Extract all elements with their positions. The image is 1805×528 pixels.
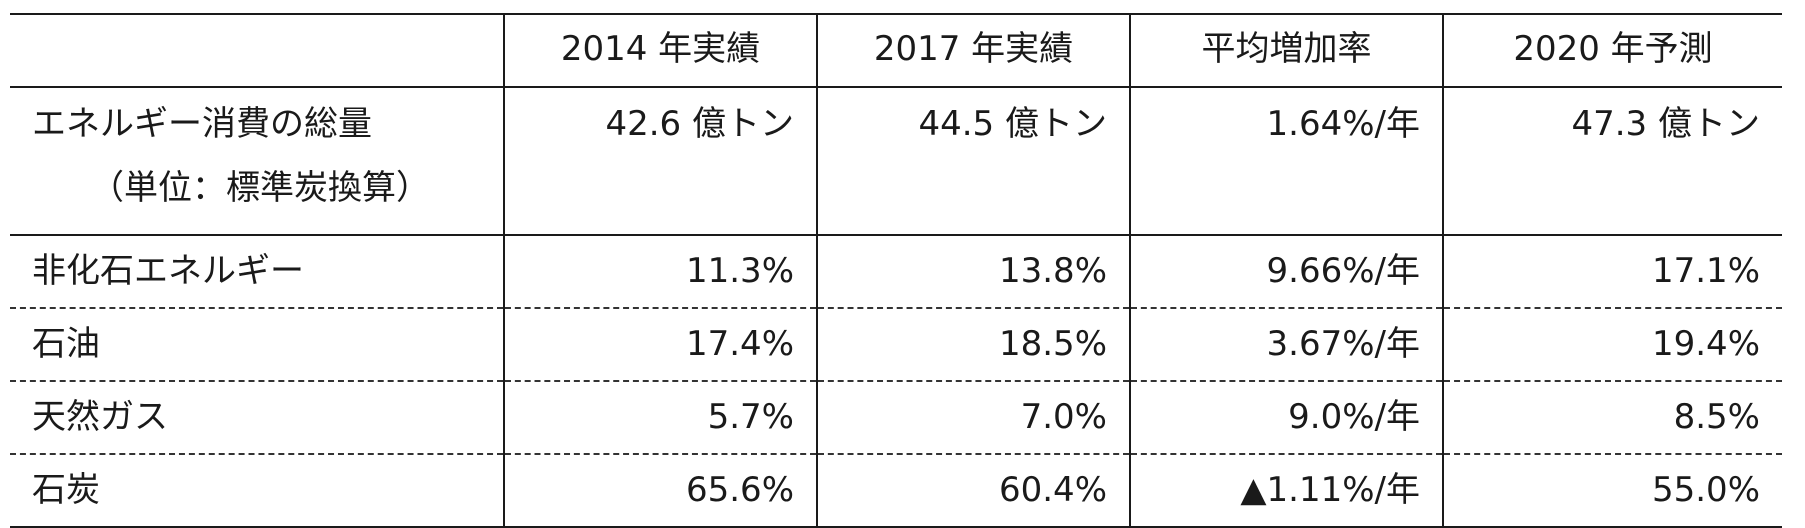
energy-consumption-table: 2014 年実績 2017 年実績 平均増加率 2020 年予測 エネルギー消費… (10, 13, 1782, 528)
unit-note: （単位：標準炭換算） (90, 168, 430, 208)
table-row-oil: 石油 17.4% 18.5% 3.67%/年 19.4% (10, 308, 1782, 382)
row-label: 天然ガス (10, 381, 504, 455)
table-cell: 3.67%/年 (1129, 308, 1443, 382)
table-cell: 18.5% (816, 308, 1130, 382)
total-consumption-label-cell: エネルギー消費の総量 （単位：標準炭換算） (10, 87, 504, 236)
table-row-natural-gas: 天然ガス 5.7% 7.0% 9.0%/年 8.5% (10, 381, 1782, 455)
header-cell-2020-forecast: 2020 年予測 (1442, 13, 1782, 88)
total-consumption-label: エネルギー消費の総量 (32, 104, 372, 144)
table-row-non-fossil: 非化石エネルギー 11.3% 13.8% 9.66%/年 17.1% (10, 235, 1782, 309)
row-label: 非化石エネルギー (10, 235, 504, 309)
table-cell: 9.66%/年 (1129, 235, 1443, 309)
row-label: 石油 (10, 308, 504, 382)
table-cell: 60.4% (816, 454, 1130, 528)
table-cell: 7.0% (816, 381, 1130, 455)
table-cell: 13.8% (816, 235, 1130, 309)
header-cell-average-growth-rate: 平均増加率 (1129, 13, 1443, 88)
table-cell: 1.64%/年 (1129, 87, 1443, 236)
table-cell: 5.7% (503, 381, 817, 455)
header-cell-2017-actual: 2017 年実績 (816, 13, 1130, 88)
table-cell: 8.5% (1442, 381, 1782, 455)
header-cell-empty (10, 13, 504, 88)
table-cell: 42.6 億トン (503, 87, 817, 236)
header-row: 2014 年実績 2017 年実績 平均増加率 2020 年予測 (10, 13, 1782, 88)
table-cell: 11.3% (503, 235, 817, 309)
table-cell: 17.1% (1442, 235, 1782, 309)
total-consumption-row: エネルギー消費の総量 （単位：標準炭換算） 42.6 億トン 44.5 億トン … (10, 87, 1782, 236)
table-cell: 65.6% (503, 454, 817, 528)
table-cell: 44.5 億トン (816, 87, 1130, 236)
table-cell: 9.0%/年 (1129, 381, 1443, 455)
table-cell: 19.4% (1442, 308, 1782, 382)
table-cell: 17.4% (503, 308, 817, 382)
table-cell: 55.0% (1442, 454, 1782, 528)
table-cell: ▲1.11%/年 (1129, 454, 1443, 528)
header-cell-2014-actual: 2014 年実績 (503, 13, 817, 88)
table-cell: 47.3 億トン (1442, 87, 1782, 236)
table-row-coal: 石炭 65.6% 60.4% ▲1.11%/年 55.0% (10, 454, 1782, 528)
row-label: 石炭 (10, 454, 504, 528)
